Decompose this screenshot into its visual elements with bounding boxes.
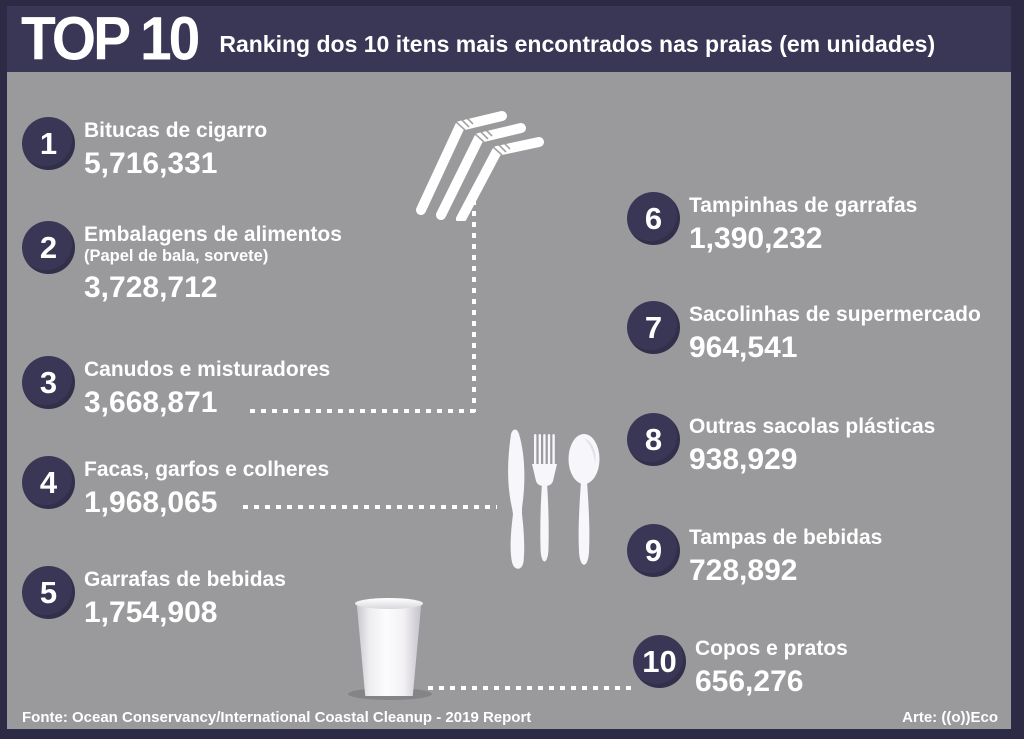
content-background — [7, 72, 1011, 729]
footer-source: Fonte: Ocean Conservancy/International C… — [22, 709, 532, 726]
item-value: 728,892 — [689, 554, 798, 588]
rank-badge-3: 3 — [22, 356, 75, 409]
item-value: 1,754,908 — [84, 596, 218, 630]
item-value: 1,390,232 — [689, 222, 823, 256]
rank-item-2: 2 Embalagens de alimentos (Papel de bala… — [22, 221, 342, 306]
footer-art-credit: Arte: ((o))Eco — [902, 709, 998, 726]
paper-cup-icon — [356, 603, 422, 696]
rank-badge-2: 2 — [22, 221, 75, 274]
knife-icon — [508, 429, 525, 569]
item-label: Tampinhas de garrafas — [689, 194, 918, 217]
rank-badge-1: 1 — [22, 117, 75, 170]
rank-badge-10: 10 — [633, 635, 686, 688]
item-label: Embalagens de alimentos — [84, 223, 342, 246]
rank-item-9: 9 Tampas de bebidas 728,892 — [627, 524, 882, 589]
rank-item-5: 5 Garrafas de bebidas 1,754,908 — [22, 566, 286, 631]
header-subtitle: Ranking dos 10 itens mais encontrados na… — [219, 30, 936, 57]
item-label: Canudos e misturadores — [84, 358, 331, 381]
connector-straws-vertical — [472, 200, 476, 412]
item-label: Copos e pratos — [695, 637, 848, 660]
item-value: 656,276 — [695, 665, 804, 699]
rank-item-8: 8 Outras sacolas plásticas 938,929 — [627, 413, 935, 478]
rank-item-3: 3 Canudos e misturadores 3,668,871 — [22, 356, 330, 421]
rank-badge-4: 4 — [22, 456, 75, 509]
header-bar: TOP 10 Ranking dos 10 itens mais encontr… — [7, 6, 1011, 72]
item-value: 938,929 — [689, 443, 798, 477]
rank-item-6: 6 Tampinhas de garrafas 1,390,232 — [627, 192, 917, 257]
rank-badge-9: 9 — [627, 524, 680, 577]
paper-cup-rim — [355, 598, 423, 609]
top10-badge: TOP 10 — [21, 3, 200, 74]
rank-badge-8: 8 — [627, 413, 680, 466]
rank-item-4: 4 Facas, garfos e colheres 1,968,065 — [22, 456, 329, 521]
item-value: 3,668,871 — [84, 386, 218, 420]
rank-badge-5: 5 — [22, 566, 75, 619]
fork-icon — [532, 434, 557, 562]
straws-icon — [416, 111, 544, 221]
item-value: 1,968,065 — [84, 486, 218, 520]
rank-badge-6: 6 — [627, 192, 680, 245]
item-sublabel: (Papel de bala, sorvete) — [84, 247, 269, 266]
item-label: Sacolinhas de supermercado — [689, 303, 981, 326]
rank-badge-7: 7 — [627, 301, 680, 354]
item-value: 964,541 — [689, 331, 798, 365]
connector-cutlery — [243, 505, 497, 509]
item-value: 3,728,712 — [84, 270, 218, 304]
item-value: 5,716,331 — [84, 147, 218, 181]
rank-item-1: 1 Bitucas de cigarro 5,716,331 — [22, 117, 267, 182]
item-label: Tampas de bebidas — [689, 526, 883, 549]
item-label: Outras sacolas plásticas — [689, 415, 936, 438]
item-label: Garrafas de bebidas — [84, 568, 286, 591]
rank-item-10: 10 Copos e pratos 656,276 — [633, 635, 848, 700]
cutlery-icon — [508, 429, 600, 569]
connector-cup — [428, 686, 636, 690]
rank-item-7: 7 Sacolinhas de supermercado 964,541 — [627, 301, 981, 366]
connector-straws-horizontal — [250, 409, 476, 413]
item-label: Bitucas de cigarro — [84, 119, 268, 142]
item-label: Facas, garfos e colheres — [84, 458, 330, 481]
